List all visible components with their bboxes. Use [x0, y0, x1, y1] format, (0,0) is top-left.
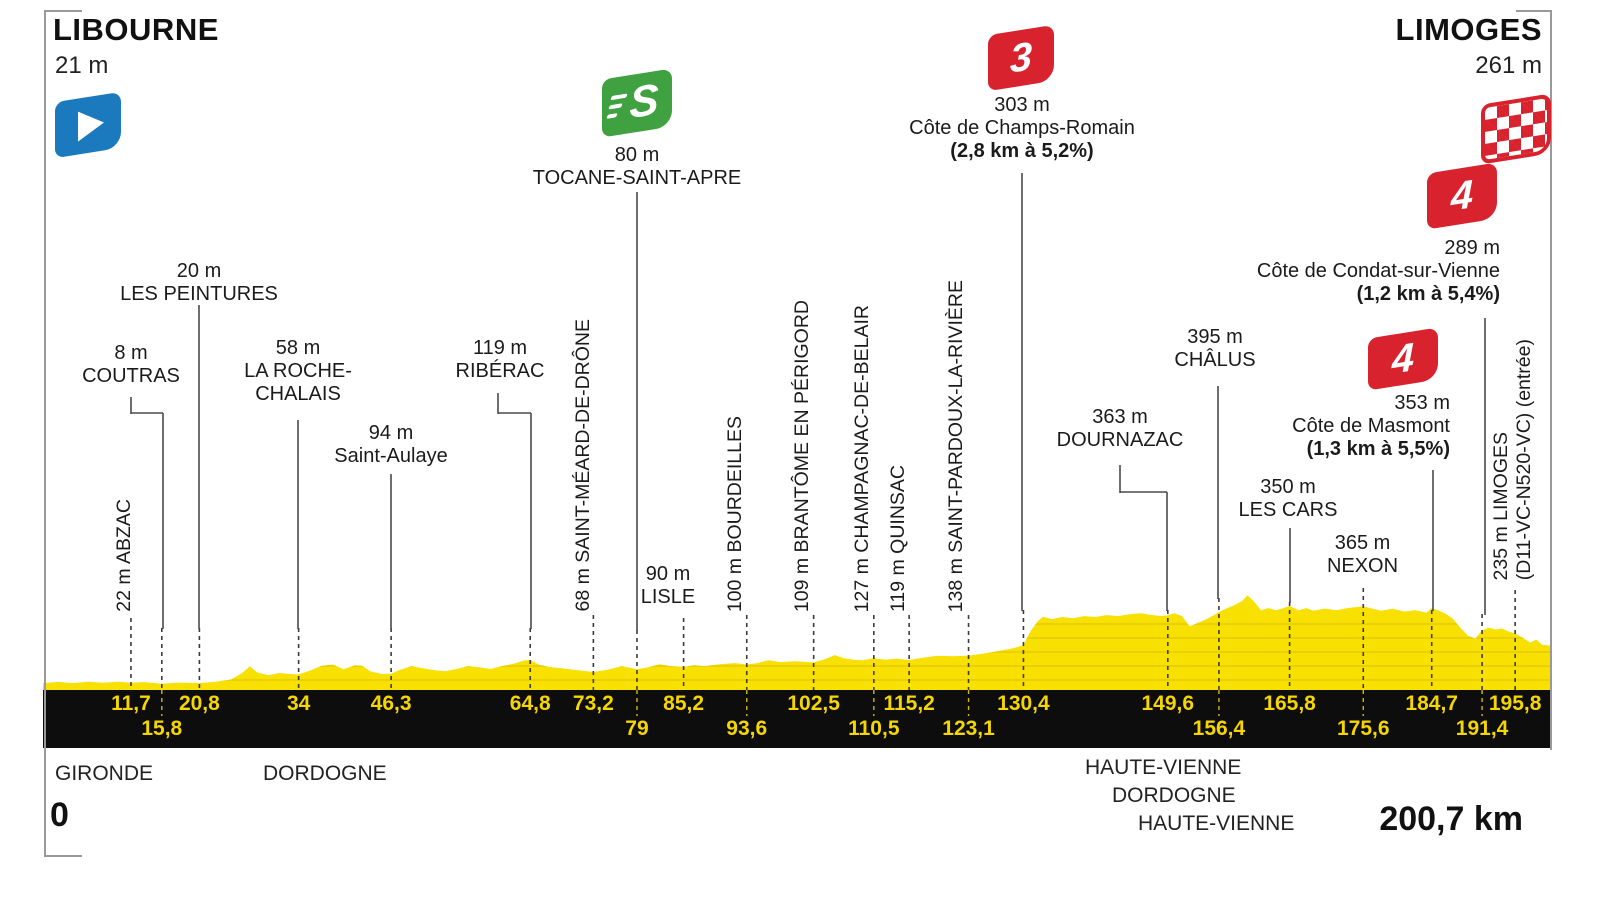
finish-city-elevation: 261 m: [1475, 52, 1542, 79]
climb-name: Côte de Masmont: [1292, 415, 1450, 437]
total-distance-label: 200,7 km: [1379, 800, 1523, 838]
climb-gradient: (1,3 km à 5,5%): [1306, 438, 1450, 460]
category4-number: 4: [1450, 172, 1474, 220]
km-tick-label: 34: [286, 692, 311, 715]
climb-elevation: 303 m: [994, 94, 1050, 116]
marker-elevation: 20 m: [176, 260, 222, 282]
marker-name: NEXON: [1326, 555, 1399, 577]
marker-elevation: 119 m: [472, 337, 528, 359]
marker-name: LISLE: [640, 586, 696, 608]
marker-label-riberac: 119 m RIBÉRAC: [425, 337, 575, 383]
marker-name: DOURNAZAC: [1056, 429, 1184, 451]
marker-label-champagnac-de-belair: 127 m CHAMPAGNAC-DE-BELAIR: [851, 304, 873, 612]
marker-label-saint-pardoux-la-riviere: 138 m SAINT-PARDOUX-LA-RIVIÈRE: [945, 279, 967, 612]
marker-elevation: 8 m: [114, 342, 148, 364]
climb-gradient: (2,8 km à 5,2%): [950, 140, 1094, 162]
km-tick-label: 110,5: [848, 717, 900, 740]
finish-checkered-flag-icon: [1481, 93, 1551, 165]
marker-label-nexon: 365 m NEXON: [1290, 532, 1435, 578]
climb-elevation: 289 m: [1444, 237, 1500, 259]
km-tick-label: 191,4: [1455, 717, 1509, 740]
departement-label-haute-vienne-2: HAUTE-VIENNE: [1138, 812, 1295, 835]
marker-name: LES PEINTURES: [120, 283, 278, 305]
marker-label-cote-de-condat-sur-vienne: 289 m Côte de Condat-sur-Vienne (1,2 km …: [1140, 237, 1500, 306]
marker-label-chalus: 395 m CHÂLUS: [1140, 326, 1290, 372]
marker-label-cote-de-masmont: 353 m Côte de Masmont (1,3 km à 5,5%): [1198, 392, 1450, 461]
km-tick-label: 102,5: [787, 692, 840, 715]
km-tick-label: 85,2: [663, 692, 705, 715]
km-tick-label: 165,8: [1263, 692, 1316, 715]
marker-name: COUTRAS: [82, 365, 180, 387]
km-tick-label: 46,3: [370, 692, 412, 715]
km-tick-label: 195,8: [1488, 692, 1542, 715]
marker-elevation: 80 m: [614, 144, 660, 166]
marker-label-limoges-entree: 235 m LIMOGES: [1490, 431, 1512, 580]
marker-label-les-peintures: 20 m LES PEINTURES: [94, 260, 304, 306]
marker-name: LES CARS: [1238, 499, 1338, 521]
km-tick-label: 149,6: [1141, 692, 1195, 715]
marker-label-limoges-entree-road: (D11-VC-N520-VC) (entrée): [1513, 338, 1535, 580]
marker-label-coutras: 8 m COUTRAS: [66, 342, 196, 388]
departement-label-dordogne-2: DORDOGNE: [1112, 784, 1236, 807]
marker-elevation: 395 m: [1187, 326, 1243, 348]
km-tick-label: 184,7: [1405, 692, 1458, 715]
start-city-name: LIBOURNE: [53, 12, 219, 47]
speed-line-icon: [608, 103, 623, 110]
marker-label-la-roche-chalais: 58 m LA ROCHE- CHALAIS: [223, 337, 373, 406]
marker-label-lisle: 90 m LISLE: [628, 563, 708, 609]
km-tick-label: 20,8: [178, 692, 220, 715]
speed-line-icon: [610, 93, 628, 101]
marker-elevation: 58 m: [275, 337, 321, 359]
km-tick-label: 15,8: [141, 717, 183, 740]
marker-label-quinsac: 119 m QUINSAC: [887, 464, 909, 612]
start-city-elevation: 21 m: [55, 52, 109, 79]
km-tick-label: 123,1: [942, 717, 995, 740]
category3-number: 3: [1009, 34, 1033, 82]
km-tick-label: 79: [625, 717, 649, 740]
marker-label-brantome-en-perigord: 109 m BRANTÔME EN PÉRIGORD: [791, 299, 813, 612]
km-tick-label: 93,6: [726, 717, 768, 740]
km-tick-label: 130,4: [997, 692, 1050, 715]
speed-line-icon: [606, 113, 618, 119]
marker-name: TOCANE-SAINT-APRE: [532, 167, 742, 189]
climb-name: Côte de Condat-sur-Vienne: [1256, 260, 1500, 282]
marker-name: RIBÉRAC: [455, 360, 545, 382]
marker-label-les-cars: 350 m LES CARS: [1208, 476, 1368, 522]
climb-name: Côte de Champs-Romain: [909, 117, 1135, 139]
marker-label-saint-meard-de-drone: 68 m SAINT-MÉARD-DE-DRÔNE: [572, 319, 594, 612]
sprint-s-label: S: [629, 74, 659, 129]
marker-label-abzac: 22 m ABZAC: [113, 499, 135, 612]
marker-elevation: 90 m: [645, 563, 691, 585]
marker-label-tocane-saint-apre: 80 m TOCANE-SAINT-APRE: [507, 144, 767, 190]
marker-elevation: 94 m: [368, 422, 414, 444]
marker-name: LA ROCHE-: [244, 360, 352, 382]
marker-label-bourdeilles: 100 m BOURDEILLES: [724, 415, 746, 612]
marker-label-cote-de-champs-romain: 303 m Côte de Champs-Romain (2,8 km à 5,…: [857, 94, 1187, 163]
marker-name: Saint-Aulaye: [334, 445, 448, 467]
climb-gradient: (1,2 km à 5,4%): [1356, 283, 1500, 305]
marker-elevation: 365 m: [1334, 532, 1391, 554]
finish-city-name: LIMOGES: [1395, 12, 1542, 47]
marker-label-saint-aulaye: 94 m Saint-Aulaye: [301, 422, 481, 468]
marker-name: CHALAIS: [255, 383, 341, 405]
departement-label-haute-vienne: HAUTE-VIENNE: [1085, 756, 1242, 779]
category4-number: 4: [1391, 335, 1415, 383]
km-tick-label: 11,7: [111, 692, 151, 715]
km-tick-label: 64,8: [509, 692, 551, 715]
km-tick-label: 73,2: [572, 692, 614, 715]
marker-name: CHÂLUS: [1174, 349, 1256, 371]
start-km-label: 0: [50, 796, 69, 834]
marker-elevation: 363 m: [1092, 406, 1148, 428]
departement-label-dordogne: DORDOGNE: [263, 762, 387, 785]
km-tick-label: 115,2: [883, 692, 935, 715]
marker-elevation: 350 m: [1260, 476, 1316, 498]
km-tick-label: 156,4: [1192, 717, 1246, 740]
marker-label-dournazac: 363 m DOURNAZAC: [1030, 406, 1210, 452]
climb-elevation: 353 m: [1394, 392, 1450, 414]
km-tick-label: 175,6: [1336, 717, 1390, 740]
departement-label-gironde: GIRONDE: [55, 762, 154, 785]
play-triangle-icon: [78, 107, 104, 142]
